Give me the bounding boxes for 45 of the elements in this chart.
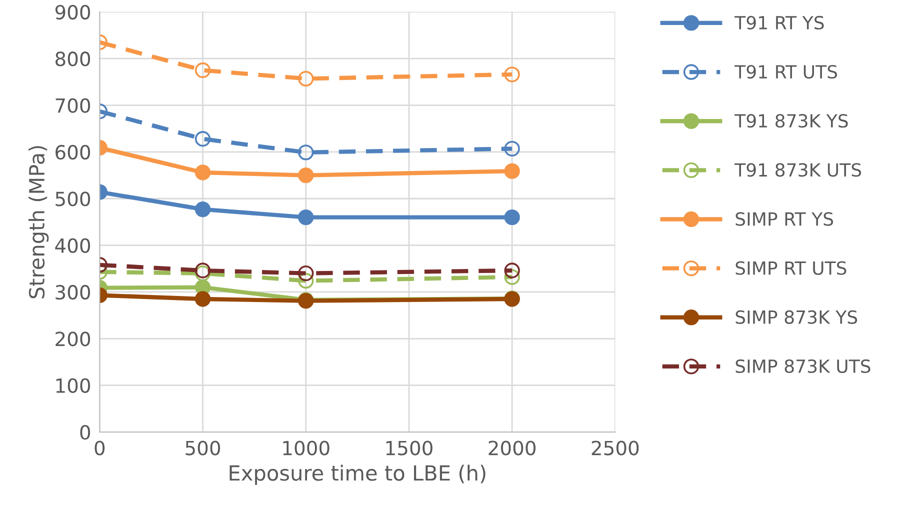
point	[298, 265, 314, 282]
point	[504, 163, 520, 179]
point	[504, 262, 520, 278]
y-tick-label: 300	[56, 284, 90, 300]
legend-label: SIMP 873K YS	[736, 310, 858, 324]
point	[298, 144, 314, 160]
y-tick-label: 400	[55, 238, 90, 253]
point	[194, 202, 211, 218]
point	[194, 164, 211, 180]
point	[194, 62, 211, 78]
legend-label: T91 873K YS	[734, 114, 848, 128]
x-tick-label: 0	[94, 440, 105, 456]
point	[504, 66, 520, 82]
x-tick-label: 1500	[386, 440, 432, 456]
legend-label: T91 RT YS	[734, 16, 824, 30]
legend-label: SIMP 873K UTS	[736, 359, 870, 374]
point	[298, 209, 314, 226]
point	[298, 70, 314, 87]
y-tick-label: 900	[55, 4, 90, 20]
point	[504, 269, 520, 285]
point	[504, 140, 520, 157]
point	[504, 209, 520, 226]
point	[194, 131, 211, 147]
x-tick-label: 2000	[488, 440, 536, 456]
y-axis-title: Strength (MPa)	[28, 146, 49, 298]
x-axis-title: Exposure time to LBE (h)	[230, 464, 486, 485]
y-tick-label: 700	[56, 98, 90, 113]
x-tick-label: 2500	[592, 440, 639, 456]
x-tick-label: 1000	[283, 440, 330, 456]
point	[194, 262, 211, 278]
legend-label: T91 RT UTS	[734, 64, 838, 79]
y-tick-label: 100	[56, 378, 90, 393]
legend-label: SIMP RT YS	[736, 212, 834, 226]
x-tick-label: 500	[186, 440, 220, 456]
legend-label: T91 873K UTS	[734, 163, 862, 177]
y-tick-label: 500	[56, 192, 90, 206]
y-tick-label: 600	[56, 144, 90, 160]
point	[298, 167, 314, 184]
point	[298, 272, 314, 289]
y-tick-label: 0	[80, 424, 90, 440]
point	[194, 291, 211, 307]
point	[194, 265, 211, 282]
legend-label: SIMP RT UTS	[736, 261, 846, 275]
y-tick-label: 800	[56, 52, 90, 66]
y-tick-label: 200	[56, 332, 90, 346]
